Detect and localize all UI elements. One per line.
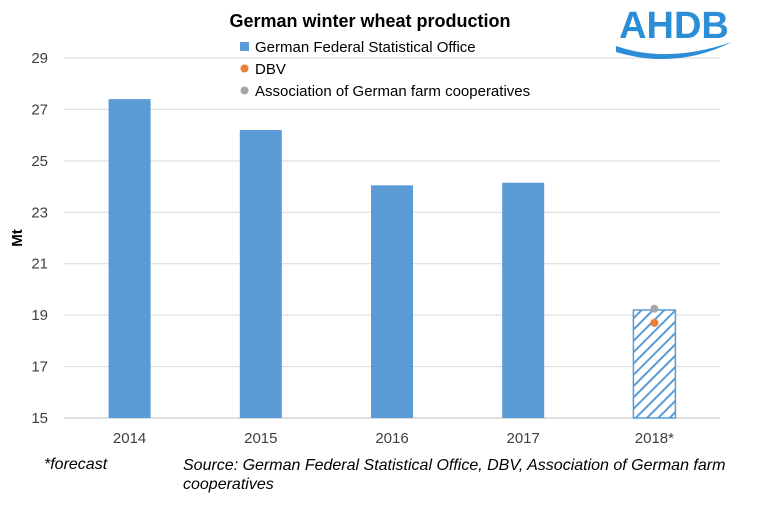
y-tick-label: 21 xyxy=(31,256,48,273)
legend-label: German Federal Statistical Office xyxy=(255,39,476,56)
legend-label: Association of German farm cooperatives xyxy=(255,83,530,100)
bars xyxy=(108,99,677,419)
legend-marker xyxy=(240,86,249,95)
y-axis-label: Mt xyxy=(9,229,26,247)
tick-labels: 15 17 19 21 23 25 27 29 2014 2015 2016 2017 2018* xyxy=(31,50,674,447)
bar xyxy=(371,185,413,418)
x-tick-label: 2015 xyxy=(244,430,277,447)
bar xyxy=(502,182,545,418)
point-cooperatives xyxy=(650,304,659,313)
legend-marker xyxy=(240,64,249,73)
y-tick-label: 17 xyxy=(31,359,48,376)
bar-forecast xyxy=(632,309,677,419)
y-tick-label: 25 xyxy=(31,153,48,170)
chart-title: German winter wheat production xyxy=(229,11,510,31)
logo-swoosh xyxy=(616,42,732,60)
y-tick-label: 15 xyxy=(31,410,48,427)
x-tick-label: 2018* xyxy=(635,430,674,447)
legend-label: DBV xyxy=(255,61,286,78)
x-tick-label: 2016 xyxy=(375,430,408,447)
source-note: Source: German Federal Statistical Offic… xyxy=(183,457,726,493)
y-tick-label: 19 xyxy=(31,307,48,324)
legend-swatch xyxy=(240,42,249,51)
ahdb-logo: AHDB xyxy=(616,5,732,60)
bar xyxy=(108,99,151,419)
forecast-footnote: *forecast xyxy=(44,456,108,473)
legend: German Federal Statistical Office DBV Asso… xyxy=(240,39,530,100)
x-tick-label: 2014 xyxy=(113,430,146,447)
bar xyxy=(239,130,282,418)
logo-text: AHDB xyxy=(619,5,729,47)
x-tick-label: 2017 xyxy=(507,430,540,447)
point-dbv xyxy=(650,318,659,327)
y-tick-label: 27 xyxy=(31,101,48,118)
y-tick-label: 29 xyxy=(31,50,48,67)
points xyxy=(650,304,659,327)
y-tick-label: 23 xyxy=(31,204,48,221)
